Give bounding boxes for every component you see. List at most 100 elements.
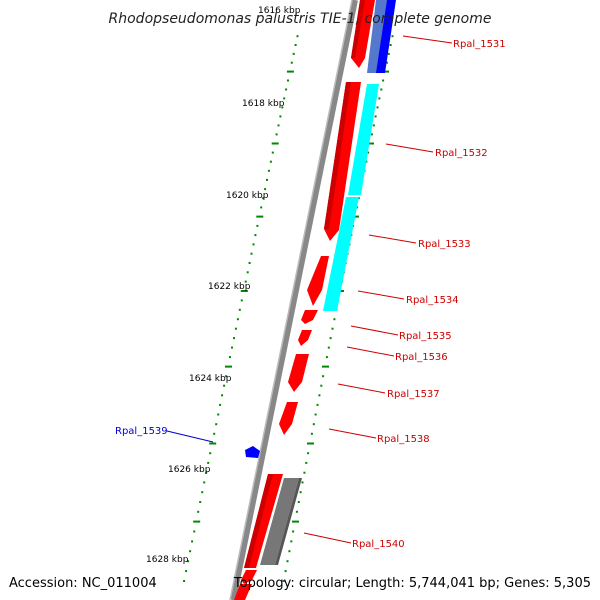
left-tick-mark	[240, 299, 243, 302]
right-tick-mark	[378, 97, 381, 100]
gene-label-rpal-1532[interactable]: Rpal_1532	[435, 148, 488, 159]
forward-strand-genes	[234, 0, 375, 600]
right-tick-mark	[320, 384, 323, 387]
left-tick-mark	[217, 413, 220, 416]
gene-arrow-rpal-1537[interactable]	[288, 354, 309, 392]
right-tick-mark	[357, 197, 360, 200]
kbp-tick-label: 1626 kbp	[168, 465, 211, 475]
gene-label-rpal-1536[interactable]: Rpal_1536	[395, 352, 448, 363]
gene-arrow-rpal-1531-rev[interactable]	[367, 0, 388, 73]
right-tick-mark	[380, 88, 383, 91]
gene-label-rpal-1537[interactable]: Rpal_1537	[387, 389, 440, 400]
right-tick-mark	[382, 70, 389, 73]
gene-arrow-rpal-1532[interactable]	[324, 82, 361, 241]
kbp-tick-label: 1628 kbp	[146, 555, 189, 565]
right-tick-mark	[391, 35, 394, 38]
right-tick-mark	[292, 520, 299, 523]
left-tick-mark	[187, 560, 190, 563]
right-tick-mark	[318, 394, 321, 397]
right-tick-mark	[290, 540, 293, 543]
gene-arrow-rpal-1534[interactable]	[301, 310, 318, 324]
gene-arrow-rpal-1533[interactable]	[307, 256, 329, 306]
left-tick-mark	[292, 52, 295, 55]
left-tick-mark	[219, 403, 222, 406]
left-tick-mark	[271, 151, 274, 154]
gene-label-rpal-1539[interactable]: Rpal_1539	[115, 426, 168, 437]
left-tick-mark	[209, 442, 217, 445]
left-tick-mark	[223, 384, 226, 387]
right-tick-mark	[295, 510, 298, 513]
map-title: Rhodopseudomonas palustris TIE-1, comple…	[109, 11, 492, 27]
gene-rpal-1539[interactable]	[245, 446, 260, 458]
gene-label-rpal-1540[interactable]: Rpal_1540	[352, 539, 405, 550]
left-tick-mark	[221, 394, 224, 397]
left-tick-mark	[197, 510, 200, 513]
left-tick-mark	[225, 375, 228, 378]
left-tick-mark	[264, 188, 267, 191]
gene-arrow-rpal-1533-rev[interactable]	[323, 197, 359, 311]
left-tick-mark	[244, 280, 247, 283]
gene-arrow-rpal-1535[interactable]	[298, 330, 312, 346]
right-tick-mark	[312, 423, 315, 426]
right-tick-mark	[307, 442, 314, 445]
accession-text: Accession: NC_011004	[9, 576, 157, 591]
right-tick-mark	[385, 61, 388, 64]
gene-arrow-rpal-1538[interactable]	[279, 402, 298, 435]
left-tick-mark	[215, 423, 218, 426]
left-tick-mark	[256, 215, 264, 218]
right-tick-mark	[316, 403, 319, 406]
right-tick-mark	[367, 142, 374, 145]
left-tick-mark	[248, 262, 251, 264]
left-tick-mark	[213, 432, 216, 435]
right-tick-mark	[292, 530, 295, 533]
left-tick-mark	[233, 337, 235, 340]
left-tick-mark	[193, 530, 196, 533]
left-tick-mark	[269, 160, 272, 163]
right-tick-mark	[372, 124, 375, 127]
right-tick-mark	[370, 133, 373, 136]
gene-label-rpal-1534[interactable]: Rpal_1534	[406, 295, 459, 306]
gene-label-rpal-1531[interactable]: Rpal_1531	[453, 39, 506, 50]
right-tick-mark	[322, 375, 325, 378]
left-tick-mark	[285, 88, 288, 91]
right-tick-mark	[387, 52, 390, 55]
gene-arrow-rpal-1531-rev-b[interactable]	[376, 0, 396, 73]
left-tick-mark	[250, 252, 253, 255]
kbp-tick-label: 1618 kbp	[242, 99, 285, 109]
gene-arrow-rpal-1541[interactable]	[241, 570, 257, 584]
leader-lines	[166, 35, 453, 544]
left-tick-mark	[275, 133, 278, 136]
right-tick-mark	[284, 570, 287, 573]
left-tick-mark	[294, 44, 297, 46]
gene-label-rpal-1538[interactable]: Rpal_1538	[377, 434, 430, 445]
gene-label-rpal-1535[interactable]: Rpal_1535	[399, 331, 452, 342]
gene-arrow-rpal-1531[interactable]	[351, 0, 375, 68]
left-tick-mark	[229, 356, 231, 359]
gene-label-rpal-1533[interactable]: Rpal_1533	[418, 239, 471, 250]
tick-track	[183, 35, 394, 582]
right-tick-mark	[305, 461, 308, 464]
left-tick-mark	[203, 481, 206, 484]
right-tick-mark	[299, 491, 302, 494]
gene-arrow-rpal-1540-rev[interactable]	[260, 478, 299, 565]
right-tick-mark	[331, 327, 334, 330]
left-tick-mark	[252, 243, 255, 246]
left-tick-mark	[260, 206, 263, 209]
kbp-tick-label: 1616 kbp	[258, 6, 301, 16]
left-tick-mark	[254, 234, 257, 237]
left-tick-mark	[283, 97, 286, 100]
left-tick-mark	[189, 550, 192, 553]
left-tick-mark	[183, 580, 186, 582]
genome-backbone	[229, 0, 358, 600]
left-tick-mark	[234, 327, 237, 330]
left-tick-mark	[240, 290, 248, 292]
left-tick-mark	[246, 271, 249, 274]
left-tick-mark	[185, 570, 188, 573]
kbp-tick-label: 1622 kbp	[208, 282, 251, 292]
left-tick-mark	[281, 106, 284, 109]
left-tick-mark	[209, 452, 212, 455]
right-tick-mark	[389, 44, 392, 46]
gene-arrow-rpal-1532-rev[interactable]	[348, 84, 379, 195]
right-tick-mark	[303, 471, 306, 474]
